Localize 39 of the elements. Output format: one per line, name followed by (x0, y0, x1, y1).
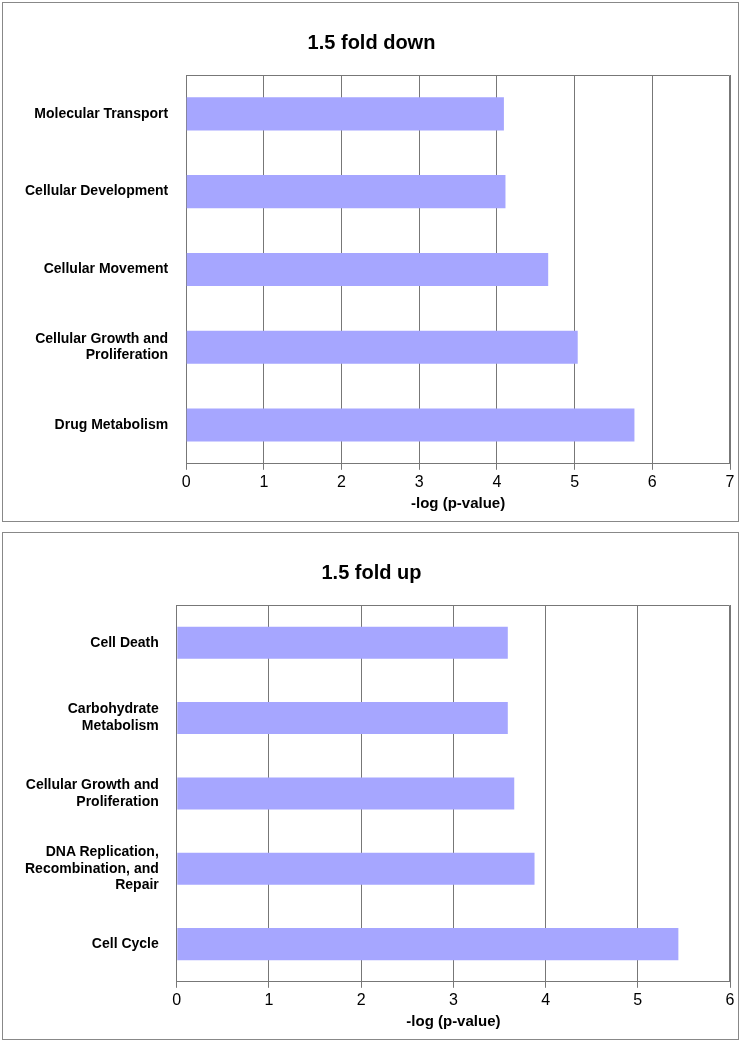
x-tick-label: 1 (259, 472, 269, 490)
y-tick-label: Cellular Growth and Proliferation (25, 775, 159, 809)
x-tick-label: 5 (633, 990, 643, 1008)
bar (186, 408, 635, 442)
x-tick-label: 4 (541, 990, 551, 1008)
bar (186, 175, 506, 209)
x-tick-label: 6 (647, 472, 657, 490)
x-axis-title: -log (p-value) (410, 494, 506, 512)
y-tick-label: DNA Replication, Recombination, and Repair (24, 842, 160, 893)
x-tick-label: 2 (356, 990, 366, 1008)
x-tick-label: 3 (414, 472, 424, 490)
y-tick-label: Cellular Movement (43, 260, 169, 277)
x-axis-title: -log (p-value) (406, 1012, 501, 1030)
x-tick-label: 7 (725, 472, 735, 490)
bar (186, 330, 578, 364)
bar (177, 702, 508, 735)
x-tick-label: 0 (181, 472, 191, 490)
bar (186, 97, 504, 131)
bar (177, 852, 535, 885)
y-tick-label: Cellular Development (25, 182, 169, 199)
x-tick-label: 3 (448, 990, 458, 1008)
x-tick-label: 6 (725, 990, 735, 1008)
chart-title: 1.5 fold up (321, 560, 422, 583)
y-tick-label: Carbohydrate Metabolism (67, 700, 159, 734)
x-tick-label: 1 (264, 990, 274, 1008)
y-tick-label: Cell Death (90, 633, 159, 650)
y-tick-label: Drug Metabolism (54, 415, 169, 432)
x-tick-label: 5 (570, 472, 580, 490)
bar (177, 928, 679, 961)
y-tick-label: Molecular Transport (34, 104, 169, 121)
x-tick-label: 4 (492, 472, 502, 490)
x-tick-label: 2 (337, 472, 347, 490)
bar (177, 777, 515, 810)
bar (177, 626, 508, 659)
y-tick-label: Cell Cycle (91, 934, 159, 951)
x-tick-label: 0 (172, 990, 182, 1008)
chart-title: 1.5 fold down (307, 30, 436, 53)
bar (186, 252, 549, 286)
y-tick-label: Cellular Growth and Proliferation (35, 329, 169, 363)
